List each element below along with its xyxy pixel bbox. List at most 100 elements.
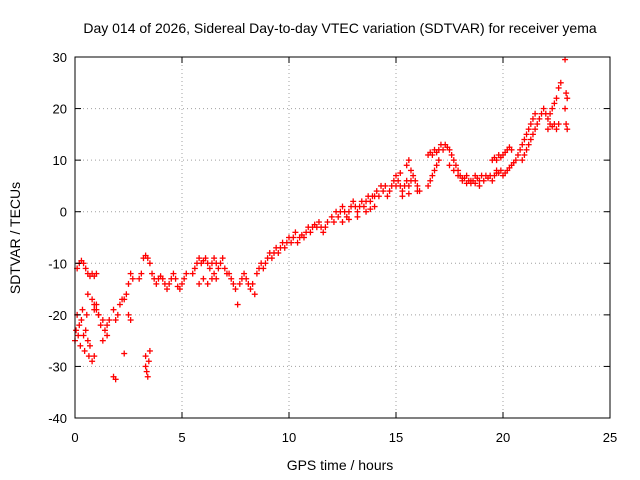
data-point <box>551 100 558 107</box>
data-point <box>234 301 241 308</box>
data-point <box>525 126 532 133</box>
data-point <box>204 280 211 287</box>
data-point <box>459 175 466 182</box>
data-point <box>527 136 534 143</box>
data-point <box>405 182 412 189</box>
grid-lines <box>75 57 610 418</box>
data-point <box>564 126 571 133</box>
data-point <box>512 157 519 164</box>
data-point <box>472 180 479 187</box>
x-tick-label: 0 <box>71 430 78 445</box>
data-point <box>110 306 117 313</box>
data-point <box>89 296 96 303</box>
plot-frame <box>74 56 611 419</box>
data-point <box>213 275 220 282</box>
data-point <box>294 239 301 246</box>
y-tick-label: -30 <box>48 359 67 374</box>
data-point <box>563 90 570 97</box>
data-point <box>81 347 88 354</box>
data-point <box>91 353 98 360</box>
x-tick-label: 25 <box>603 430 617 445</box>
data-point <box>166 280 173 287</box>
data-point <box>393 172 399 179</box>
data-point <box>202 255 209 262</box>
data-point <box>144 255 151 262</box>
data-point <box>519 141 526 148</box>
data-point <box>149 270 156 277</box>
data-point <box>125 280 132 287</box>
data-point <box>395 177 402 184</box>
data-point <box>480 177 487 184</box>
chart-title: Day 014 of 2026, Sidereal Day-to-day VTE… <box>83 20 596 36</box>
data-point <box>354 213 361 220</box>
data-point <box>121 296 128 303</box>
data-point <box>83 311 90 318</box>
data-point <box>564 95 571 102</box>
data-point <box>412 177 419 184</box>
data-point <box>339 219 346 226</box>
y-tick-label: -10 <box>48 256 67 271</box>
data-point <box>519 157 526 164</box>
data-point <box>127 317 134 324</box>
data-point <box>78 317 85 324</box>
data-point <box>536 115 543 122</box>
data-point <box>431 167 438 174</box>
data-point <box>93 270 100 277</box>
data-point <box>467 177 474 184</box>
data-point <box>315 219 322 226</box>
data-point <box>476 182 483 189</box>
data-point <box>217 260 224 267</box>
data-point <box>446 146 453 153</box>
data-point <box>91 306 98 313</box>
data-point <box>196 280 203 287</box>
data-point <box>544 115 551 122</box>
data-point <box>97 322 104 329</box>
data-point <box>189 270 196 277</box>
data-point <box>116 301 123 308</box>
data-point <box>399 193 406 200</box>
data-point <box>523 131 530 138</box>
data-point <box>307 229 314 236</box>
data-point <box>440 146 447 153</box>
data-point <box>330 219 337 226</box>
data-point <box>425 182 432 189</box>
data-point <box>450 157 457 164</box>
data-point <box>127 270 134 277</box>
data-point <box>247 286 254 293</box>
data-point <box>527 121 534 128</box>
data-point <box>320 229 327 236</box>
data-point <box>249 280 256 287</box>
axis-ticks <box>74 56 611 419</box>
data-point <box>241 270 248 277</box>
y-axis-label: SDTVAR / TECUs <box>7 182 23 294</box>
data-point <box>104 332 111 339</box>
data-point <box>300 234 307 241</box>
data-point <box>253 270 260 277</box>
data-point <box>367 206 374 213</box>
data-point <box>403 162 410 169</box>
data-point <box>251 291 258 298</box>
data-point <box>380 188 387 195</box>
data-point <box>275 249 282 256</box>
data-point <box>405 157 412 164</box>
data-point <box>219 255 226 262</box>
data-point <box>75 332 82 339</box>
data-point <box>382 182 389 189</box>
data-point <box>191 265 198 272</box>
data-point <box>375 193 382 200</box>
data-point <box>86 342 93 349</box>
data-point <box>159 275 166 282</box>
data-point <box>553 126 560 133</box>
data-point <box>82 327 89 334</box>
data-point <box>230 280 237 287</box>
data-point <box>281 244 288 251</box>
data-point <box>215 265 222 272</box>
data-point <box>521 151 528 158</box>
data-point <box>547 110 554 117</box>
data-point <box>260 265 267 272</box>
data-point <box>446 162 453 169</box>
data-point <box>290 234 297 241</box>
data-point <box>339 203 346 210</box>
data-point <box>268 255 275 262</box>
